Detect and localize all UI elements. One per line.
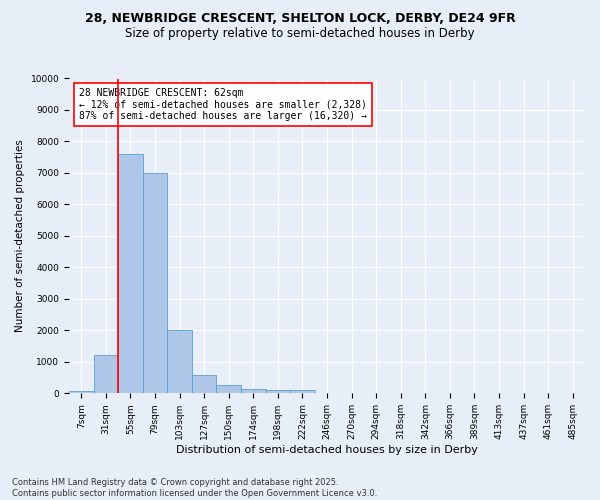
Bar xyxy=(118,154,143,394)
X-axis label: Distribution of semi-detached houses by size in Derby: Distribution of semi-detached houses by … xyxy=(176,445,478,455)
Text: Contains HM Land Registry data © Crown copyright and database right 2025.
Contai: Contains HM Land Registry data © Crown c… xyxy=(12,478,377,498)
Bar xyxy=(290,390,315,394)
Bar xyxy=(241,390,266,394)
Bar xyxy=(143,173,167,394)
Bar xyxy=(94,355,118,394)
Bar xyxy=(69,391,94,394)
Text: 28, NEWBRIDGE CRESCENT, SHELTON LOCK, DERBY, DE24 9FR: 28, NEWBRIDGE CRESCENT, SHELTON LOCK, DE… xyxy=(85,12,515,26)
Bar xyxy=(266,390,290,394)
Bar xyxy=(217,385,241,394)
Y-axis label: Number of semi-detached properties: Number of semi-detached properties xyxy=(15,140,25,332)
Bar xyxy=(192,375,217,394)
Bar xyxy=(167,330,192,394)
Text: 28 NEWBRIDGE CRESCENT: 62sqm
← 12% of semi-detached houses are smaller (2,328)
8: 28 NEWBRIDGE CRESCENT: 62sqm ← 12% of se… xyxy=(79,88,367,121)
Text: Size of property relative to semi-detached houses in Derby: Size of property relative to semi-detach… xyxy=(125,28,475,40)
